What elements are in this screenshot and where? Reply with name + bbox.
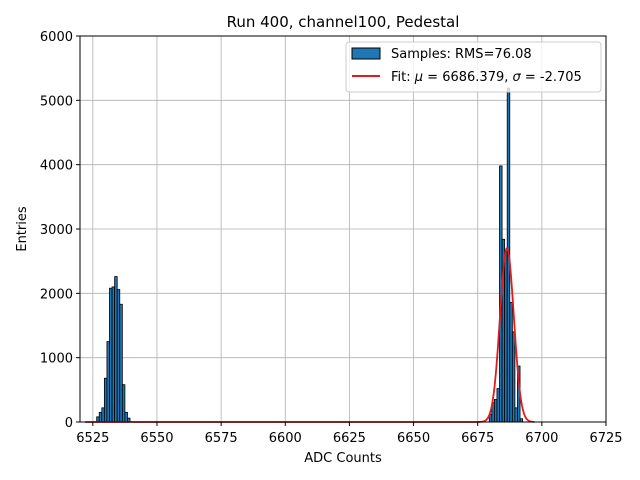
x-tick-label: 6525 xyxy=(76,431,109,446)
legend-fit-mu-value: = 6686.379, xyxy=(423,70,512,85)
y-tick-label: 1000 xyxy=(40,352,73,367)
y-tick-label: 3000 xyxy=(40,223,73,238)
y-tick-label: 0 xyxy=(65,416,73,431)
x-tick-label: 6700 xyxy=(525,431,558,446)
x-tick-label: 6725 xyxy=(589,431,622,446)
y-axis-label: Entries xyxy=(15,206,30,252)
x-tick-label: 6625 xyxy=(333,431,366,446)
legend-box xyxy=(345,41,602,93)
legend-fit-prefix: Fit: xyxy=(391,70,415,85)
legend-fit-label: Fit: μ = 6686.379, σ = -2.705 xyxy=(391,70,582,85)
legend-samples-label: Samples: RMS=76.08 xyxy=(391,47,532,62)
x-tick-label: 6600 xyxy=(269,431,302,446)
y-tick-label: 2000 xyxy=(40,287,73,302)
legend: Samples: RMS=76.08 Fit: μ = 6686.379, σ … xyxy=(345,41,602,93)
legend-fit-mu-symbol: μ xyxy=(414,70,423,85)
x-tick-label: 6550 xyxy=(140,431,173,446)
legend-samples-swatch xyxy=(351,47,381,60)
legend-fit-sigma-symbol: σ xyxy=(513,70,522,85)
chart-title: Run 400, channel100, Pedestal xyxy=(227,13,460,31)
y-tick-label: 6000 xyxy=(40,30,73,45)
ticks-layer: 6525 6550 6575 6600 6625 6650 6675 6700 6725 0 100… xyxy=(40,30,623,446)
legend-fit-sigma-value: = -2.705 xyxy=(521,70,582,85)
y-tick-label: 4000 xyxy=(40,159,73,174)
x-tick-label: 6575 xyxy=(205,431,238,446)
x-tick-label: 6650 xyxy=(397,431,430,446)
x-axis-label: ADC Counts xyxy=(304,451,382,466)
x-tick-label: 6675 xyxy=(461,431,494,446)
y-tick-label: 5000 xyxy=(40,94,73,109)
